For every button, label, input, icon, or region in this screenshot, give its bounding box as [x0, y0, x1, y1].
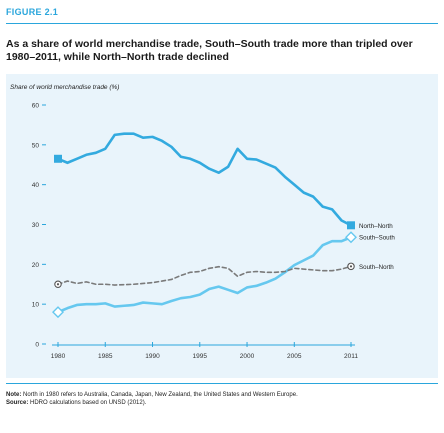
x-tick-label: 1980	[51, 353, 66, 360]
series-marker-2-start-dot	[56, 283, 60, 286]
y-tick-label: 40	[32, 182, 40, 189]
note-text: North in 1980 refers to Australia, Canad…	[23, 392, 298, 398]
series-label-2: South–North	[359, 264, 394, 271]
x-tick-label: 2005	[287, 353, 302, 360]
series-label-1: South–South	[359, 235, 395, 242]
x-tick-label: 1995	[193, 353, 208, 360]
chart-panel: Share of world merchandise trade (%) 0 10 2…	[6, 74, 438, 378]
series-line-0	[56, 132, 353, 227]
x-tick-label: 2000	[240, 353, 255, 360]
y-tick-label: 50	[32, 142, 40, 149]
y-tick-label: 10	[32, 302, 40, 309]
series-marker-0-end	[347, 221, 355, 230]
note-block: Note: North in 1980 refers to Australia,…	[6, 391, 438, 407]
series-marker-1-start	[52, 306, 64, 319]
x-tick-label: 1985	[98, 353, 113, 360]
series-line-1	[56, 235, 353, 314]
note-line: Note: North in 1980 refers to Australia,…	[6, 391, 438, 399]
series-marker-1-end	[345, 231, 357, 244]
source-label: Source:	[6, 400, 29, 406]
y-tick-label: 30	[32, 222, 40, 229]
y-tick-label: 60	[32, 103, 40, 110]
chart-title: As a share of world merchandise trade, S…	[6, 38, 413, 63]
y-axis-label: Share of world merchandise trade (%)	[10, 84, 119, 91]
line-chart: Share of world merchandise trade (%) 0 10 2…	[10, 84, 395, 360]
series-marker-0-start	[54, 154, 62, 163]
source-line: Source: HDRO calculations based on UNSD …	[6, 399, 438, 407]
top-rule	[6, 23, 438, 24]
bottom-rule	[6, 383, 438, 384]
series-line-2	[57, 265, 352, 286]
x-tick-label: 2011	[344, 353, 358, 360]
x-tick-label: 1990	[145, 353, 160, 360]
series-marker-2-end-dot	[349, 265, 353, 268]
y-tick-label: 20	[32, 262, 40, 269]
y-tick-label: 0	[35, 342, 39, 349]
note-label: Note:	[6, 392, 22, 398]
figure-label: FIGURE 2.1	[6, 7, 59, 17]
series-label-0: North–North	[359, 223, 393, 230]
source-text: HDRO calculations based on UNSD (2012).	[30, 400, 147, 406]
